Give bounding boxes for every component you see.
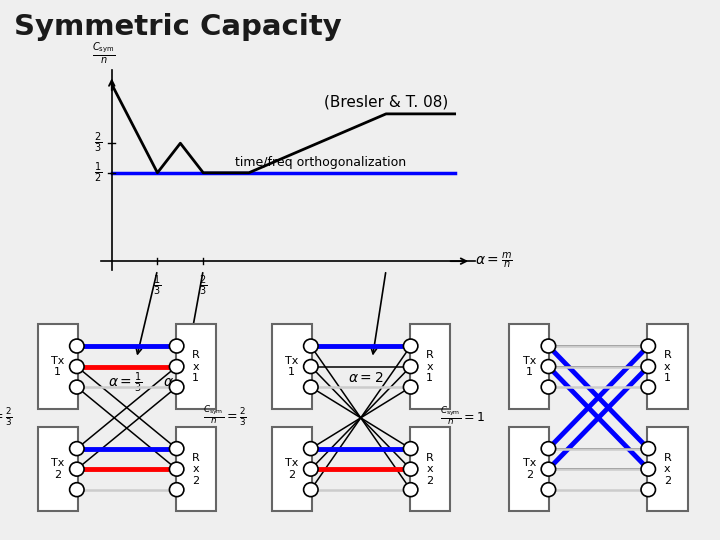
Circle shape: [169, 483, 184, 497]
Circle shape: [304, 442, 318, 456]
Text: $\frac{1}{3}$: $\frac{1}{3}$: [153, 274, 161, 298]
FancyBboxPatch shape: [647, 427, 688, 511]
Text: $\frac{1}{2}$: $\frac{1}{2}$: [94, 160, 102, 185]
Circle shape: [541, 442, 556, 456]
Circle shape: [304, 462, 318, 476]
Circle shape: [169, 462, 184, 476]
FancyBboxPatch shape: [509, 427, 549, 511]
Text: Tx
2: Tx 2: [51, 458, 64, 480]
Text: Tx
1: Tx 1: [51, 356, 64, 377]
Circle shape: [70, 339, 84, 353]
Text: time/freq orthogonalization: time/freq orthogonalization: [235, 156, 406, 169]
Circle shape: [541, 339, 556, 353]
Text: $\frac{C_{\rm sym}}{n} = 1$: $\frac{C_{\rm sym}}{n} = 1$: [440, 404, 485, 428]
Circle shape: [169, 360, 184, 374]
Circle shape: [403, 442, 418, 456]
Text: R
x
2: R x 2: [426, 453, 433, 486]
FancyBboxPatch shape: [176, 427, 216, 511]
Circle shape: [541, 462, 556, 476]
Circle shape: [641, 462, 655, 476]
FancyBboxPatch shape: [37, 325, 78, 409]
Text: $\frac{C_{\rm sym}}{n}$: $\frac{C_{\rm sym}}{n}$: [92, 40, 115, 66]
Text: $\alpha = \frac{2}{3}$: $\alpha = \frac{2}{3}$: [163, 371, 197, 395]
Circle shape: [641, 339, 655, 353]
Circle shape: [70, 360, 84, 374]
Circle shape: [304, 339, 318, 353]
Circle shape: [403, 380, 418, 394]
Text: R
x
1: R x 1: [192, 350, 199, 383]
Circle shape: [541, 380, 556, 394]
FancyBboxPatch shape: [271, 325, 312, 409]
Circle shape: [70, 462, 84, 476]
Circle shape: [541, 360, 556, 374]
Circle shape: [169, 339, 184, 353]
Text: R
x
2: R x 2: [192, 453, 199, 486]
Circle shape: [641, 380, 655, 394]
FancyBboxPatch shape: [271, 427, 312, 511]
Circle shape: [70, 380, 84, 394]
Text: Tx
2: Tx 2: [523, 458, 536, 480]
Circle shape: [304, 483, 318, 497]
Text: $\alpha = 2$: $\alpha = 2$: [348, 371, 383, 385]
Text: Tx
1: Tx 1: [523, 356, 536, 377]
Circle shape: [169, 442, 184, 456]
FancyBboxPatch shape: [176, 325, 216, 409]
Circle shape: [169, 380, 184, 394]
Text: $\alpha = \frac{1}{3}$: $\alpha = \frac{1}{3}$: [108, 371, 143, 395]
FancyBboxPatch shape: [647, 325, 688, 409]
Text: Tx
1: Tx 1: [285, 356, 298, 377]
Text: Tx
2: Tx 2: [285, 458, 298, 480]
Circle shape: [403, 360, 418, 374]
Circle shape: [70, 483, 84, 497]
Text: $\frac{C_{\rm sym}}{n} = \frac{2}{3}$: $\frac{C_{\rm sym}}{n} = \frac{2}{3}$: [204, 403, 247, 428]
Text: $\frac{2}{3}$: $\frac{2}{3}$: [199, 274, 207, 298]
Text: Symmetric Capacity: Symmetric Capacity: [14, 13, 342, 40]
Circle shape: [403, 483, 418, 497]
Text: (Bresler & T. 08): (Bresler & T. 08): [324, 94, 449, 110]
Text: R
x
1: R x 1: [664, 350, 671, 383]
FancyBboxPatch shape: [410, 325, 450, 409]
Circle shape: [403, 339, 418, 353]
Circle shape: [70, 442, 84, 456]
Text: R
x
2: R x 2: [664, 453, 671, 486]
Circle shape: [304, 360, 318, 374]
FancyBboxPatch shape: [509, 325, 549, 409]
Text: R
x
1: R x 1: [426, 350, 433, 383]
Circle shape: [403, 462, 418, 476]
Circle shape: [304, 380, 318, 394]
Text: $\frac{C_{\rm sym}}{n} = \frac{2}{3}$: $\frac{C_{\rm sym}}{n} = \frac{2}{3}$: [0, 403, 13, 428]
Circle shape: [641, 442, 655, 456]
FancyBboxPatch shape: [410, 427, 450, 511]
Circle shape: [641, 360, 655, 374]
Circle shape: [541, 483, 556, 497]
Text: $\frac{2}{3}$: $\frac{2}{3}$: [94, 131, 102, 156]
FancyBboxPatch shape: [37, 427, 78, 511]
Text: $\alpha = \frac{m}{n}$: $\alpha = \frac{m}{n}$: [475, 251, 513, 271]
Circle shape: [641, 483, 655, 497]
